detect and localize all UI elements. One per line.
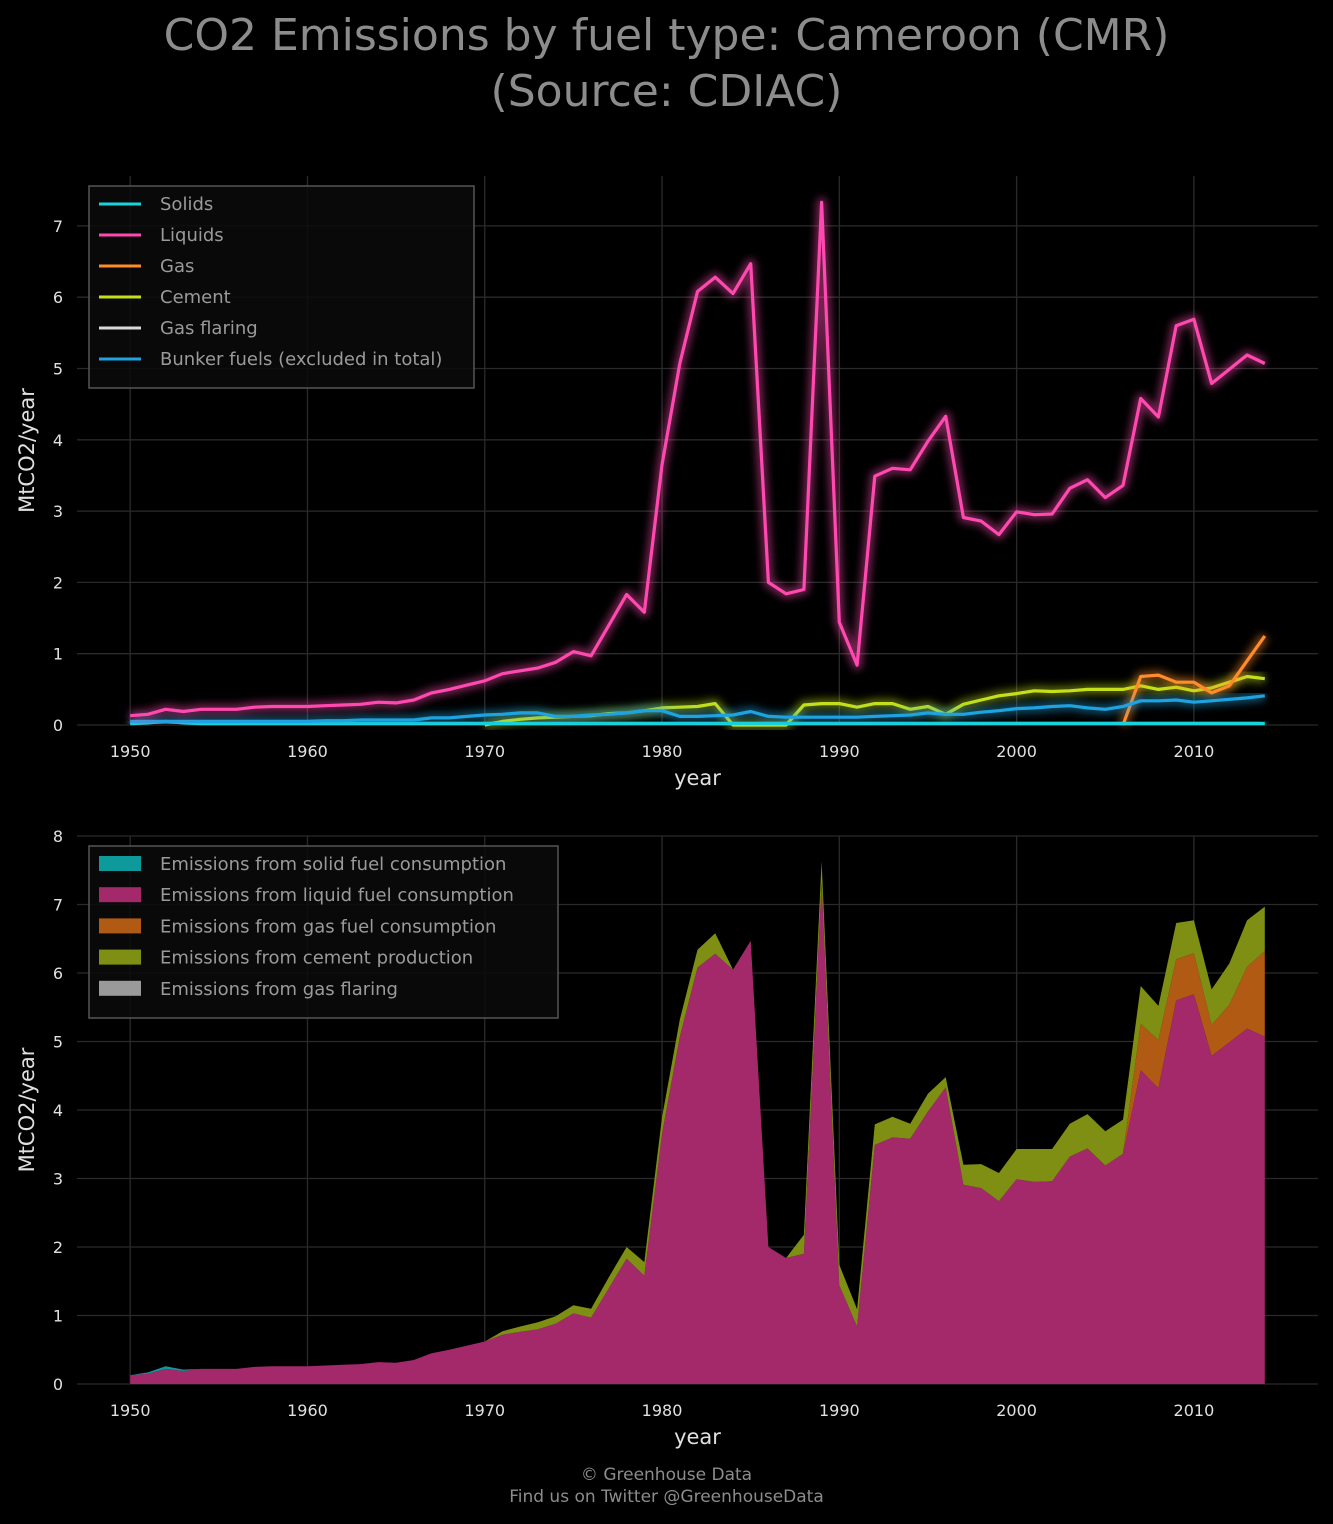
legend-swatch [99,856,141,871]
legend-label: Emissions from liquid fuel consumption [160,885,514,906]
footer: © Greenhouse Data Find us on Twitter @Gr… [0,1464,1333,1508]
footer-copyright: © Greenhouse Data [580,1465,753,1485]
area-emissions-from-cement-production [130,861,1265,1376]
y-tick-label: 0 [53,716,63,735]
legend-label: Gas flaring [160,318,258,339]
y-tick-label: 6 [53,288,63,307]
legend-label: Cement [160,287,231,308]
y-tick-label: 2 [53,573,63,592]
legend-label: Emissions from gas flaring [160,979,398,1000]
legend-swatch [99,949,141,965]
x-tick-label: 2010 [1174,1401,1215,1420]
legend-frame [88,845,559,1019]
legend-frame [88,185,475,389]
x-tick-label: 1980 [642,742,683,761]
x-tick-label: 1950 [110,742,151,761]
x-tick-label: 1990 [819,1401,860,1420]
y-tick-label: 7 [53,896,63,915]
y-tick-label: 2 [53,1238,63,1257]
y-tick-label: 4 [53,1101,63,1120]
legend-label: Solids [160,194,213,215]
legend-label: Liquids [160,225,224,246]
y-tick-label: 6 [53,964,63,983]
legend: Solids Liquids Gas Cement Gas flaring Bunker … [88,185,475,389]
y-tick-label: 3 [53,502,63,521]
legend-swatch [99,918,141,934]
legend-swatch [99,980,141,996]
series-line-liquids [130,200,1266,718]
legend-label: Emissions from solid fuel consumption [160,854,506,875]
y-tick-label: 1 [53,645,63,664]
line-chart-panel: 0 1 2 3 4 5 6 7 1950 1960 1970 1980 1990 2000 2010 year… [15,176,1318,790]
x-tick-label: 1980 [642,1401,683,1420]
x-axis-label: year [674,766,721,790]
stacked-area-chart-panel: 0 1 2 3 4 5 6 7 8 1950 1960 1970 1980 1990 2000 2010 yea… [15,827,1318,1449]
series-line-bunker-fuels-excluded-in-total- [130,694,1265,723]
y-axis-label: MtCO2/year [15,1047,39,1172]
legend-label: Bunker fuels (excluded in total) [160,349,442,370]
y-tick-label: 1 [53,1307,63,1326]
y-tick-label: 4 [53,431,63,450]
x-tick-label: 1950 [110,1401,151,1420]
x-tick-label: 1970 [464,1401,505,1420]
x-tick-label: 1960 [287,742,328,761]
legend-swatch [99,887,141,903]
y-tick-label: 5 [53,360,63,379]
x-tick-label: 1960 [287,1401,328,1420]
y-tick-label: 7 [53,217,63,236]
chart-title-line2: (Source: CDIAC) [490,66,843,117]
chart-title: CO2 Emissions by fuel type: Cameroon (CM… [0,8,1333,120]
y-tick-label: 0 [53,1375,63,1394]
x-tick-label: 2010 [1174,742,1215,761]
chart-title-line1: CO2 Emissions by fuel type: Cameroon (CM… [163,10,1170,61]
legend-label: Emissions from gas fuel consumption [160,916,496,937]
y-axis-label: MtCO2/year [15,388,39,513]
y-tick-label: 8 [53,827,63,846]
legend-label: Gas [160,256,194,277]
series-line-gas [1121,634,1267,726]
legend: Emissions from solid fuel consumption Emi… [88,845,559,1019]
legend-label: Emissions from cement production [160,948,473,969]
y-tick-label: 5 [53,1033,63,1052]
x-axis-label: year [674,1425,721,1449]
area-emissions-from-liquid-fuel-consumption [130,881,1265,1384]
y-tick-label: 3 [53,1170,63,1189]
x-tick-label: 2000 [996,742,1037,761]
x-tick-label: 2000 [996,1401,1037,1420]
x-tick-label: 1970 [464,742,505,761]
x-tick-label: 1990 [819,742,860,761]
charts-canvas: 0 1 2 3 4 5 6 7 1950 1960 1970 1980 1990 2000 2010 year… [15,176,1318,1449]
footer-twitter: Find us on Twitter @GreenhouseData [509,1487,824,1507]
